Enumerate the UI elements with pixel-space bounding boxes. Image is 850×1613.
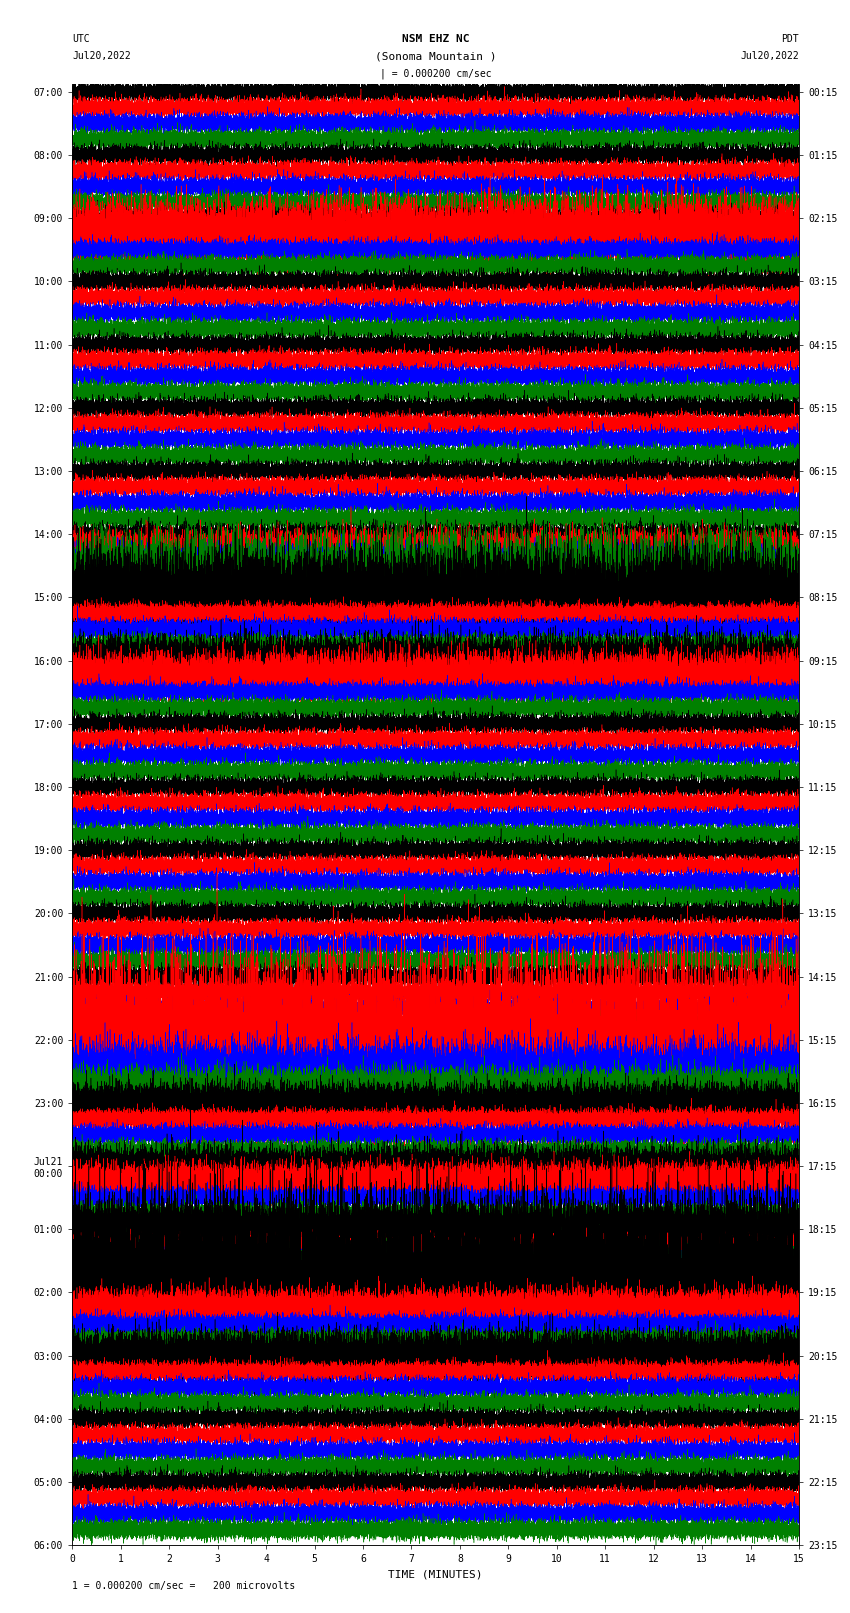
Text: (Sonoma Mountain ): (Sonoma Mountain ) — [375, 52, 496, 61]
Text: UTC: UTC — [72, 34, 90, 44]
Text: PDT: PDT — [781, 34, 799, 44]
Text: Jul20,2022: Jul20,2022 — [740, 52, 799, 61]
Text: Jul20,2022: Jul20,2022 — [72, 52, 131, 61]
Text: | = 0.000200 cm/sec: | = 0.000200 cm/sec — [380, 68, 491, 79]
Text: NSM EHZ NC: NSM EHZ NC — [402, 34, 469, 44]
X-axis label: TIME (MINUTES): TIME (MINUTES) — [388, 1569, 483, 1579]
Text: 1 = 0.000200 cm/sec =   200 microvolts: 1 = 0.000200 cm/sec = 200 microvolts — [72, 1581, 296, 1590]
